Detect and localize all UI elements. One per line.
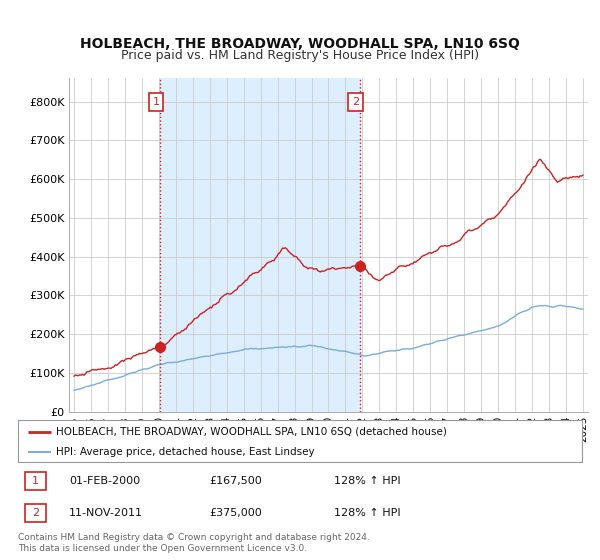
Text: £167,500: £167,500 (210, 476, 263, 486)
Text: £375,000: £375,000 (210, 508, 263, 518)
Text: 11-NOV-2011: 11-NOV-2011 (69, 508, 143, 518)
Text: 1: 1 (32, 476, 39, 486)
Bar (160, 78, 360, 412)
Text: 2: 2 (32, 508, 39, 518)
Text: Price paid vs. HM Land Registry's House Price Index (HPI): Price paid vs. HM Land Registry's House … (121, 49, 479, 63)
Bar (25, 472, 46, 490)
Bar (25, 504, 46, 522)
Text: HOLBEACH, THE BROADWAY, WOODHALL SPA, LN10 6SQ (detached house): HOLBEACH, THE BROADWAY, WOODHALL SPA, LN… (56, 427, 447, 437)
Text: 128% ↑ HPI: 128% ↑ HPI (334, 508, 400, 518)
Text: HOLBEACH, THE BROADWAY, WOODHALL SPA, LN10 6SQ: HOLBEACH, THE BROADWAY, WOODHALL SPA, LN… (80, 36, 520, 50)
Text: Contains HM Land Registry data © Crown copyright and database right 2024.
This d: Contains HM Land Registry data © Crown c… (18, 533, 370, 553)
Text: 2: 2 (352, 97, 359, 106)
Text: 128% ↑ HPI: 128% ↑ HPI (334, 476, 400, 486)
Text: 1: 1 (152, 97, 160, 106)
Text: 01-FEB-2000: 01-FEB-2000 (69, 476, 140, 486)
Text: HPI: Average price, detached house, East Lindsey: HPI: Average price, detached house, East… (56, 447, 315, 457)
